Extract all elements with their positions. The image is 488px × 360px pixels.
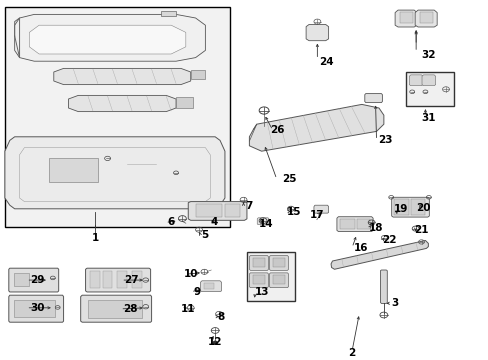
Polygon shape bbox=[380, 270, 386, 303]
Bar bbox=[14, 300, 55, 317]
Polygon shape bbox=[305, 24, 328, 41]
Polygon shape bbox=[391, 197, 428, 217]
Text: 27: 27 bbox=[123, 275, 138, 285]
Polygon shape bbox=[188, 202, 246, 220]
Text: 9: 9 bbox=[193, 287, 200, 297]
Text: 26: 26 bbox=[270, 125, 285, 135]
Text: 23: 23 bbox=[377, 135, 392, 145]
Circle shape bbox=[213, 341, 217, 344]
Bar bbox=[5, 7, 229, 227]
Polygon shape bbox=[81, 295, 151, 322]
Bar bbox=[410, 199, 425, 215]
Text: 1: 1 bbox=[92, 233, 99, 243]
Text: 25: 25 bbox=[282, 174, 296, 184]
Polygon shape bbox=[15, 14, 205, 61]
Bar bbox=[419, 12, 432, 23]
Text: 7: 7 bbox=[245, 201, 253, 211]
Polygon shape bbox=[54, 68, 190, 85]
Text: 18: 18 bbox=[368, 222, 383, 233]
Text: 30: 30 bbox=[30, 303, 44, 313]
Polygon shape bbox=[269, 256, 288, 270]
Polygon shape bbox=[249, 273, 268, 288]
Polygon shape bbox=[9, 295, 63, 322]
Bar bbox=[393, 199, 408, 215]
Text: 31: 31 bbox=[420, 113, 435, 123]
Text: 14: 14 bbox=[259, 219, 273, 229]
Text: 24: 24 bbox=[319, 57, 333, 67]
Polygon shape bbox=[414, 10, 436, 27]
Bar bbox=[132, 271, 142, 288]
Bar bbox=[176, 97, 193, 108]
Polygon shape bbox=[336, 217, 372, 231]
Text: 22: 22 bbox=[381, 235, 396, 246]
Bar bbox=[272, 275, 284, 284]
Polygon shape bbox=[408, 75, 422, 86]
Text: 32: 32 bbox=[420, 50, 435, 60]
Text: 19: 19 bbox=[393, 204, 407, 214]
Bar bbox=[204, 283, 214, 289]
Bar bbox=[14, 273, 29, 286]
Text: 21: 21 bbox=[413, 225, 428, 235]
Polygon shape bbox=[68, 95, 176, 112]
Bar bbox=[195, 204, 222, 217]
Text: 20: 20 bbox=[415, 203, 429, 213]
Bar bbox=[49, 158, 98, 182]
Polygon shape bbox=[421, 75, 435, 86]
Polygon shape bbox=[257, 218, 268, 225]
Polygon shape bbox=[269, 273, 288, 288]
Bar bbox=[252, 275, 264, 284]
Text: 28: 28 bbox=[122, 304, 137, 314]
Polygon shape bbox=[394, 10, 416, 27]
Text: 5: 5 bbox=[201, 230, 207, 240]
Bar bbox=[102, 271, 112, 288]
Polygon shape bbox=[249, 256, 268, 270]
Text: 6: 6 bbox=[167, 217, 174, 228]
Text: 16: 16 bbox=[353, 243, 367, 253]
Bar bbox=[340, 219, 354, 229]
Bar bbox=[190, 70, 205, 79]
Polygon shape bbox=[364, 94, 382, 103]
Text: 8: 8 bbox=[217, 312, 224, 322]
Text: 10: 10 bbox=[183, 269, 198, 279]
Bar bbox=[161, 11, 176, 16]
Polygon shape bbox=[200, 281, 221, 292]
Text: 11: 11 bbox=[181, 304, 195, 314]
Bar bbox=[117, 271, 127, 288]
Text: 15: 15 bbox=[286, 207, 301, 217]
Polygon shape bbox=[9, 268, 59, 292]
Text: 3: 3 bbox=[391, 298, 398, 308]
Polygon shape bbox=[313, 205, 328, 213]
Bar bbox=[252, 258, 264, 267]
Bar bbox=[399, 12, 412, 23]
Text: 17: 17 bbox=[309, 210, 324, 220]
Bar bbox=[405, 72, 453, 106]
Text: 12: 12 bbox=[207, 337, 222, 347]
Polygon shape bbox=[249, 104, 383, 151]
Text: 2: 2 bbox=[348, 348, 355, 358]
Bar bbox=[88, 300, 142, 318]
Bar bbox=[272, 258, 284, 267]
Text: 29: 29 bbox=[30, 275, 44, 285]
Bar bbox=[356, 219, 369, 229]
Polygon shape bbox=[29, 25, 185, 54]
Text: 13: 13 bbox=[254, 287, 268, 297]
Bar bbox=[90, 271, 100, 288]
Bar bbox=[224, 204, 239, 217]
Polygon shape bbox=[330, 240, 427, 269]
Polygon shape bbox=[5, 137, 224, 209]
Text: 4: 4 bbox=[210, 217, 218, 228]
Polygon shape bbox=[85, 268, 150, 292]
Bar bbox=[246, 252, 294, 301]
